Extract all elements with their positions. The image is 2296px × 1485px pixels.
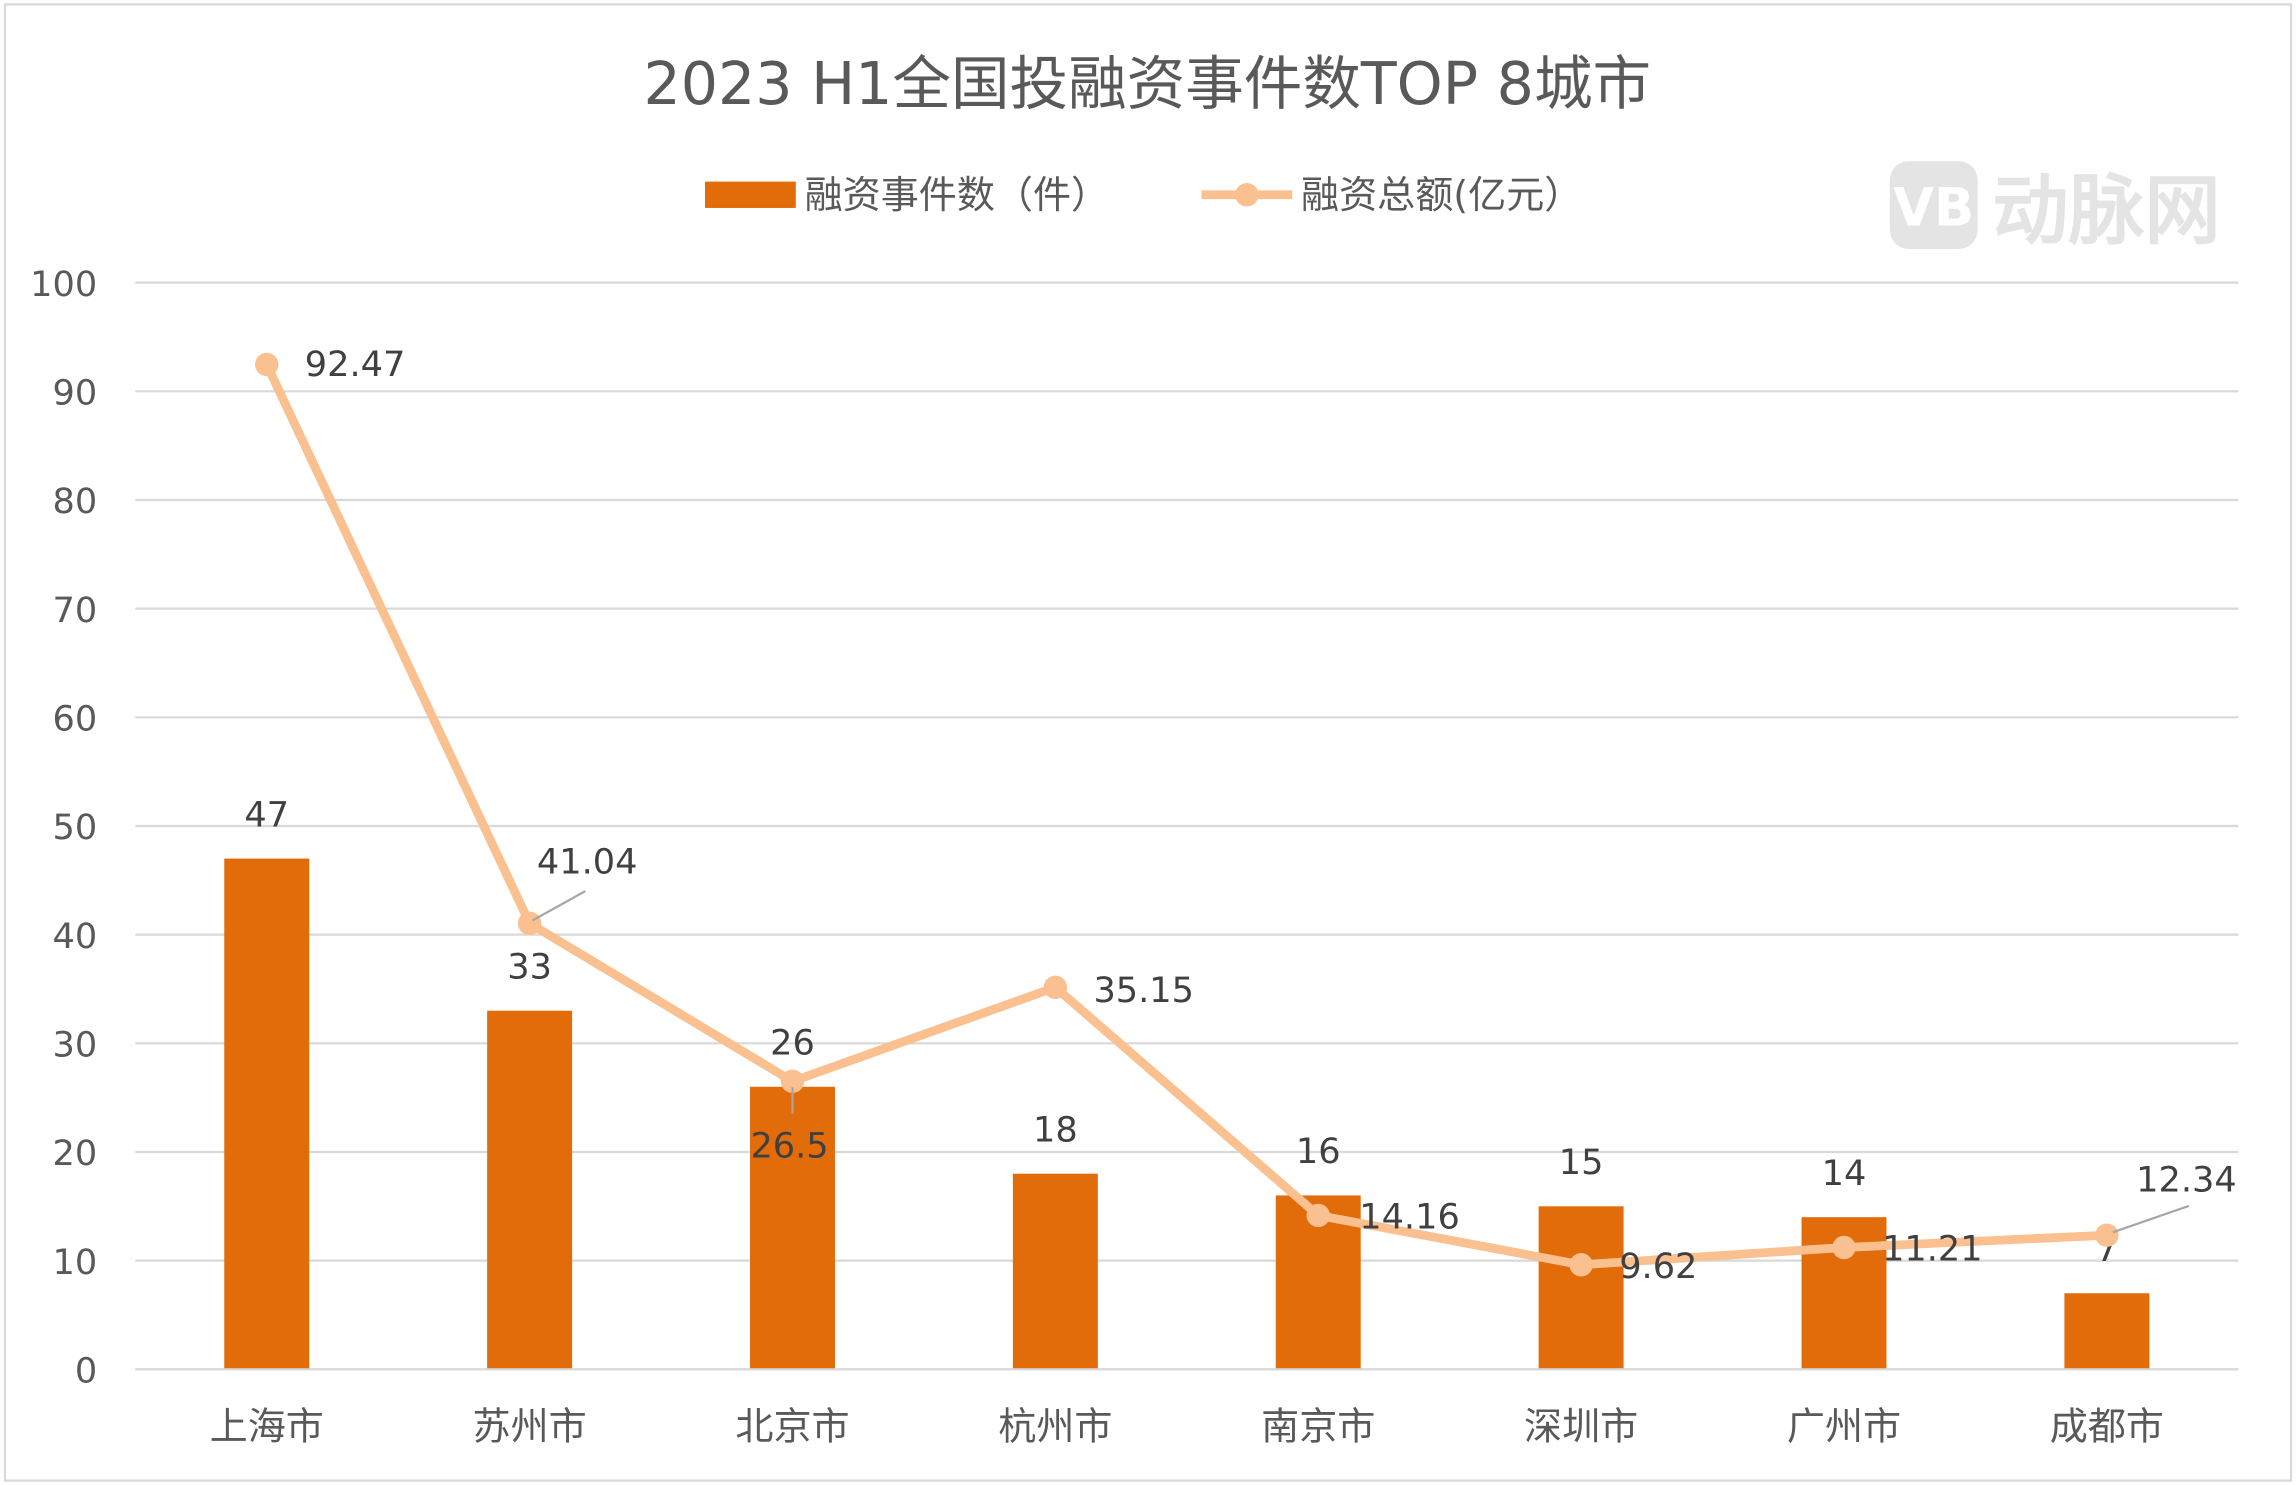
bar (224, 858, 310, 1370)
bar-data-label: 15 (1559, 1142, 1604, 1183)
line-data-label: 14.16 (1359, 1197, 1460, 1238)
bar (750, 1086, 835, 1370)
x-tick-label: 上海市 (210, 1405, 324, 1449)
line-marker (2095, 1223, 2119, 1247)
x-tick-label: 深圳市 (1524, 1405, 1638, 1449)
bar-data-label: 47 (244, 794, 289, 835)
y-tick-label: 0 (75, 1350, 97, 1391)
watermark-logo-letters: VB (1893, 178, 1974, 239)
bar-data-label: 14 (1822, 1153, 1867, 1194)
watermark-logo-icon (1889, 161, 1978, 249)
x-tick-label: 广州市 (1787, 1405, 1901, 1449)
chart-frame (3, 3, 2293, 1482)
bar (487, 1010, 573, 1370)
x-tick-label: 杭州市 (998, 1405, 1112, 1449)
y-tick-label: 30 (53, 1024, 98, 1065)
line-data-label: 11.21 (1882, 1229, 1983, 1270)
watermark: VB 动脉网 (1889, 161, 2221, 255)
bar (1012, 1173, 1098, 1370)
bar (1538, 1206, 1624, 1370)
x-tick-label: 北京市 (735, 1405, 849, 1449)
line-marker (517, 911, 542, 936)
line-marker (255, 352, 279, 377)
line-path (262, 362, 2108, 1270)
bar-data-label: 16 (1296, 1131, 1341, 1172)
bar (2064, 1293, 2150, 1370)
y-tick-label: 20 (53, 1133, 98, 1174)
bar-data-label: 18 (1033, 1109, 1078, 1150)
chart-title: 2023 H1全国投融资事件数TOP 8城市 (643, 50, 1651, 118)
legend-line-label: 融资总额(亿元） (1301, 173, 1582, 217)
leader-line (2112, 1204, 2190, 1234)
y-tick-label: 50 (53, 807, 98, 848)
bar-data-label: 33 (507, 946, 552, 987)
line-data-label: 41.04 (537, 842, 638, 883)
line-series: 92.47 41.04 26.5 35.15 14.16 9.62 11.21 12.34 (255, 344, 2237, 1287)
y-tick-label: 40 (53, 916, 98, 957)
line-marker (1569, 1253, 1593, 1277)
y-tick-label: 10 (53, 1242, 98, 1283)
line-data-label: 35.15 (1093, 970, 1194, 1011)
watermark-text: 动脉网 (1992, 166, 2220, 255)
legend-bar-swatch (704, 181, 796, 208)
y-tick-label: 100 (30, 264, 97, 305)
legend-line-marker (1235, 183, 1259, 207)
y-tick-label: 60 (53, 698, 98, 739)
line-marker (780, 1069, 805, 1094)
x-axis: 上海市 苏州市 北京市 杭州市 南京市 深圳市 广州市 成都市 (135, 1368, 2239, 1449)
line-marker (1043, 975, 1068, 1000)
legend-bar-label: 融资事件数（件） (805, 173, 1110, 217)
leader-line (532, 890, 586, 922)
bar-data-label: 26 (770, 1023, 815, 1064)
y-tick-label: 80 (53, 481, 98, 522)
line-data-label: 9.62 (1619, 1246, 1697, 1287)
y-tick-label: 90 (53, 372, 98, 413)
legend: 融资事件数（件） 融资总额(亿元） (704, 173, 1582, 217)
line-marker (1832, 1235, 1856, 1260)
line-data-label: 12.34 (2136, 1159, 2237, 1200)
x-tick-label: 南京市 (1261, 1405, 1375, 1449)
x-tick-label: 成都市 (2050, 1405, 2164, 1449)
x-tick-label: 苏州市 (473, 1405, 587, 1449)
line-data-label: 26.5 (750, 1125, 828, 1166)
y-axis: 0 10 20 30 40 50 60 70 80 90 100 (30, 264, 97, 1392)
line-data-label: 92.47 (305, 344, 406, 385)
y-tick-label: 70 (53, 590, 98, 631)
line-marker (1306, 1203, 1330, 1228)
